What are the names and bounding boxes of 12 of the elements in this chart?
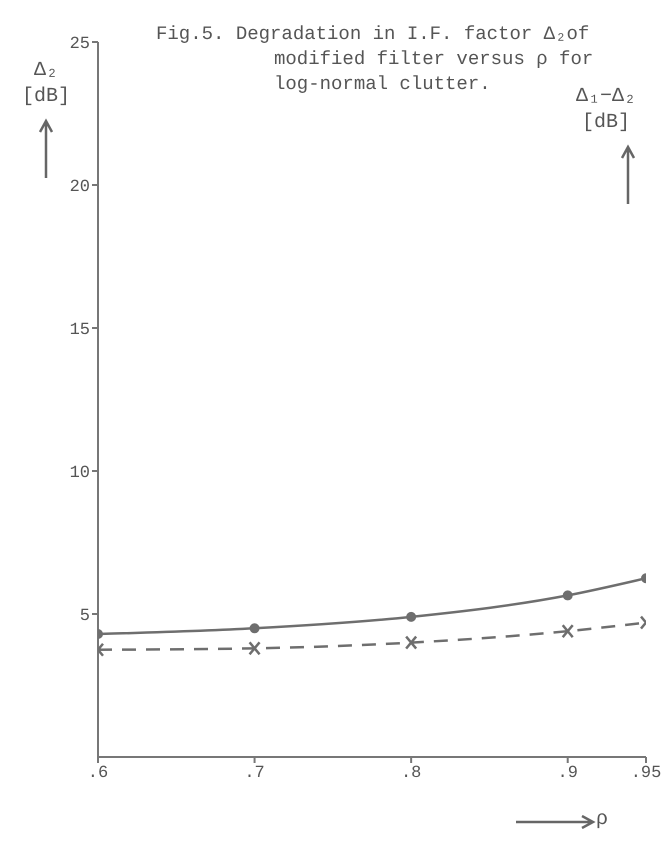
x-tick-label: .8 [400, 764, 422, 784]
y-tick-label: 10 [70, 464, 90, 484]
x-tick-label: .95 [630, 764, 662, 784]
x-tick-label: .7 [244, 764, 265, 784]
y-tick-label: 15 [70, 321, 90, 340]
y-tick-label: 20 [70, 178, 90, 198]
x-tick-label: .6 [88, 764, 108, 784]
x-axis-title: ρ [596, 808, 608, 831]
y-tick-label: 25 [70, 35, 90, 54]
y-tick-label: 5 [80, 607, 90, 626]
x-tick-label: .9 [558, 764, 578, 784]
y-axis-title: Δ₂ [dB] [20, 58, 71, 110]
